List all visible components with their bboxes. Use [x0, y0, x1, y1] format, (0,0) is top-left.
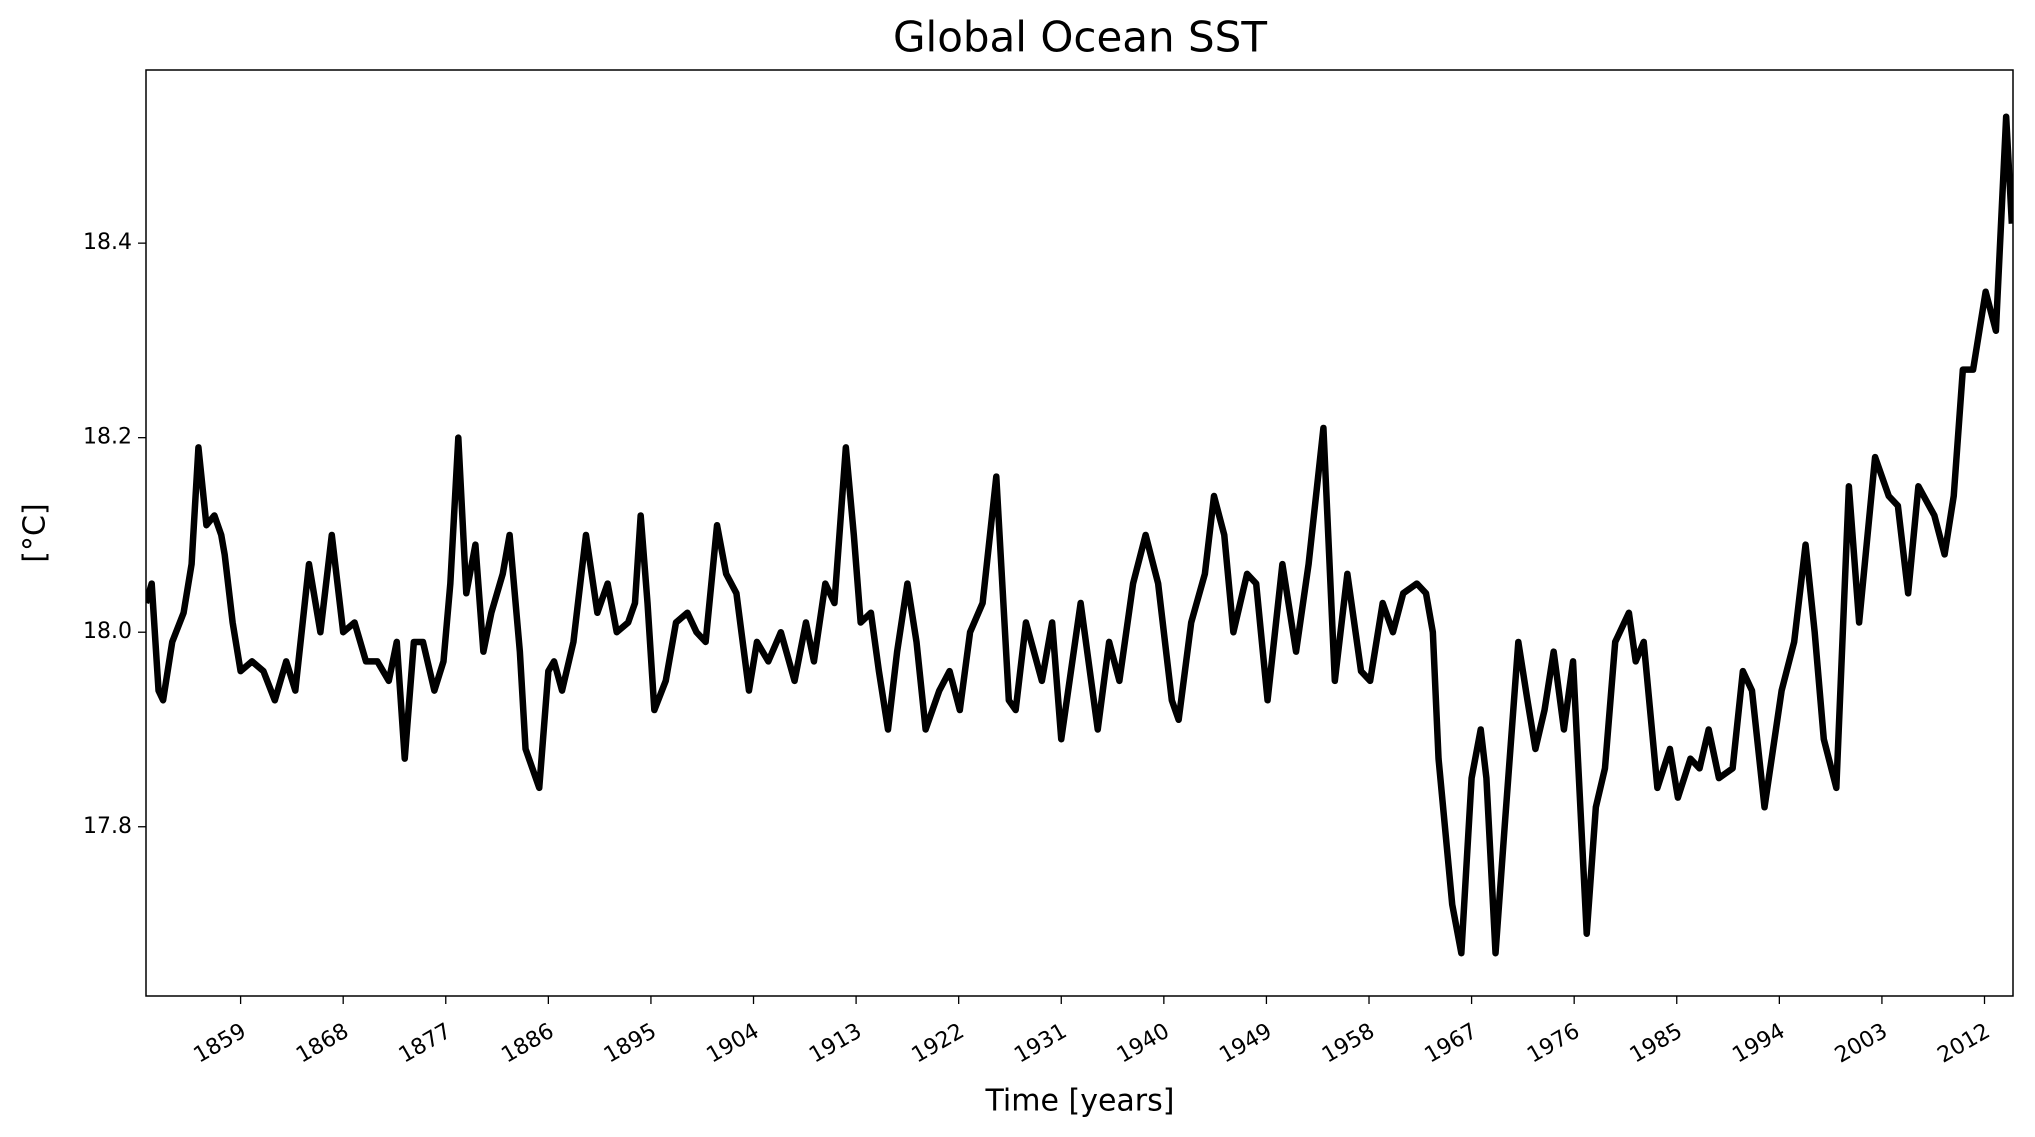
x-tick-label: 1859: [190, 1019, 251, 1069]
x-tick-label: 1913: [805, 1019, 866, 1069]
y-tick-label: 18.0: [83, 619, 132, 644]
x-tick-label: 1994: [1728, 1019, 1789, 1069]
x-tick-label: 1922: [908, 1019, 969, 1069]
x-tick-label: 1886: [497, 1019, 558, 1069]
x-tick-label: 1904: [703, 1019, 764, 1069]
x-tick-label: 1895: [600, 1019, 661, 1069]
x-tick-label: 1976: [1523, 1019, 1584, 1069]
data-line: [146, 113, 2013, 957]
y-axis-label: [°C]: [18, 503, 53, 562]
x-tick-label: 1949: [1215, 1019, 1276, 1069]
y-tick-label: 18.2: [83, 425, 132, 450]
y-tick-label: 18.4: [83, 230, 132, 255]
y-tick-label: 17.8: [83, 814, 132, 839]
plot-frame: [145, 69, 2014, 997]
x-tick-label: 1940: [1113, 1019, 1174, 1069]
x-axis-label: Time [years]: [985, 1084, 1175, 1119]
x-tick-label: 1877: [395, 1019, 456, 1069]
x-tick-label: 1985: [1626, 1019, 1687, 1069]
x-tick-label: 2003: [1831, 1019, 1892, 1069]
x-tick-label: 1967: [1421, 1019, 1482, 1069]
x-tick-label: 1868: [292, 1019, 353, 1069]
x-tick-label: 1931: [1010, 1019, 1071, 1069]
chart-title: Global Ocean SST: [893, 13, 1267, 62]
x-tick-label: 1958: [1318, 1019, 1379, 1069]
x-tick-label: 2012: [1934, 1019, 1995, 1069]
